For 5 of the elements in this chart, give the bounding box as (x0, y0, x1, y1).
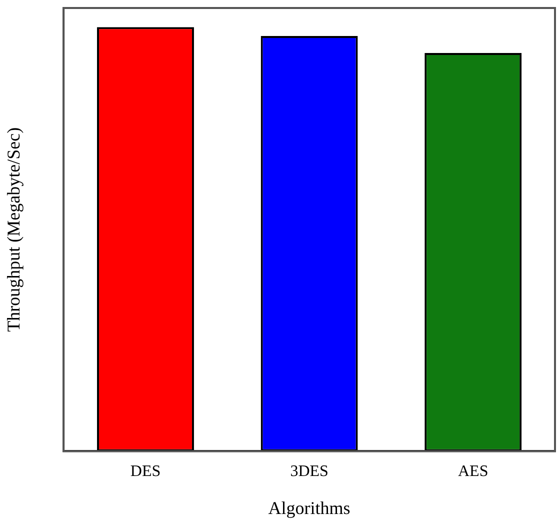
x-axis-title: Algorithms (268, 498, 350, 518)
x-tick-label: 3DES (290, 463, 328, 480)
y-axis-title: Throughput (Megabyte/Sec) (4, 127, 24, 332)
x-tick-label: DES (130, 463, 161, 480)
x-tick-label: AES (458, 463, 488, 480)
